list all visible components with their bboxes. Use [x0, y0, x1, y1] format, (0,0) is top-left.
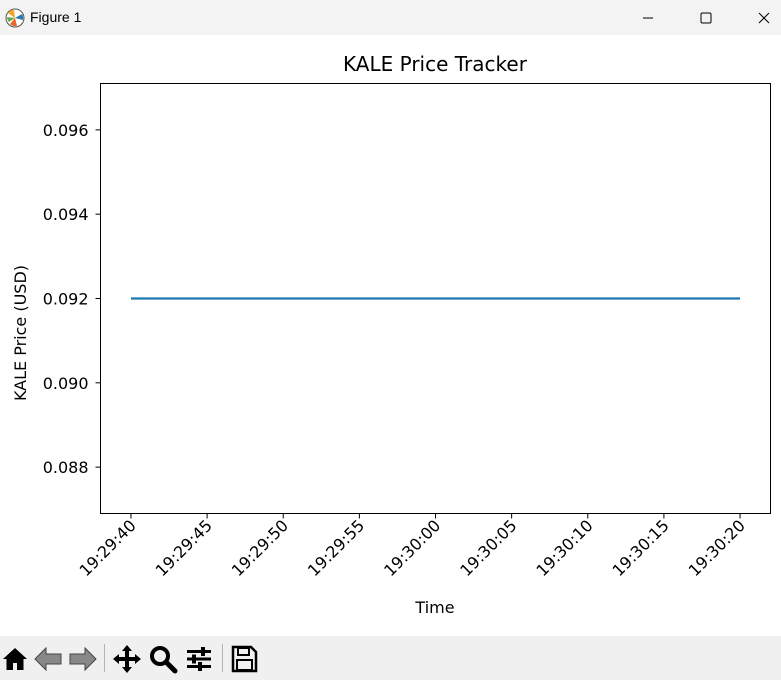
- x-tick-label: 19:29:45: [152, 516, 216, 580]
- configure-subplots-icon: [187, 647, 211, 671]
- chart: KALE Price Tracker 0.0880.0900.0920.0940…: [11, 52, 771, 617]
- y-axis: 0.088 0.090 0.092 0.094 0.096: [43, 121, 101, 477]
- pan-button[interactable]: [112, 644, 142, 674]
- x-tick-label: 19:29:55: [304, 516, 368, 580]
- save-button[interactable]: [229, 644, 259, 674]
- home-icon: [3, 648, 27, 670]
- x-axis-label: Time: [414, 598, 454, 617]
- back-button[interactable]: [33, 644, 63, 674]
- navigation-toolbar: [0, 636, 781, 680]
- close-button[interactable]: [741, 0, 781, 35]
- y-tick-label: 0.090: [43, 374, 89, 393]
- minimize-icon: [643, 17, 653, 18]
- toolbar-separator: [222, 644, 223, 672]
- y-tick-label: 0.092: [43, 290, 89, 309]
- y-tick-label: 0.094: [43, 205, 89, 224]
- x-tick-label: 19:30:20: [685, 516, 749, 580]
- minimize-button[interactable]: [625, 0, 671, 35]
- home-button[interactable]: [0, 644, 30, 674]
- y-tick-label: 0.096: [43, 121, 89, 140]
- save-icon: [231, 645, 258, 673]
- title-bar: Figure 1: [0, 0, 781, 35]
- x-tick-label: 19:30:00: [380, 516, 444, 580]
- window-title: Figure 1: [30, 9, 82, 25]
- forward-button[interactable]: [68, 644, 98, 674]
- y-axis-label: KALE Price (USD): [11, 265, 30, 401]
- x-tick-label: 19:30:15: [608, 516, 672, 580]
- zoom-button[interactable]: [148, 644, 178, 674]
- x-tick-label: 19:30:05: [456, 516, 520, 580]
- matplotlib-icon: [5, 8, 25, 28]
- maximize-button[interactable]: [683, 0, 729, 35]
- chart-title: KALE Price Tracker: [343, 52, 528, 76]
- zoom-icon: [150, 646, 178, 674]
- pan-icon: [113, 645, 141, 673]
- back-icon: [34, 646, 62, 672]
- x-axis: 19:29:40 19:29:45 19:29:50 19:29:55 19:30:00…: [76, 513, 749, 580]
- maximize-icon: [700, 12, 712, 23]
- x-tick-label: 19:30:10: [532, 516, 596, 580]
- figure-canvas[interactable]: KALE Price Tracker 0.088 0.090 0.092 0.094 0…: [0, 35, 781, 636]
- y-tick-label: 0.088: [43, 458, 89, 477]
- forward-icon: [69, 646, 97, 672]
- x-tick-label: 19:29:50: [228, 516, 292, 580]
- configure-subplots-button[interactable]: [184, 644, 214, 674]
- x-tick-label: 19:29:40: [76, 516, 140, 580]
- close-icon: [758, 12, 770, 23]
- toolbar-separator: [104, 644, 105, 672]
